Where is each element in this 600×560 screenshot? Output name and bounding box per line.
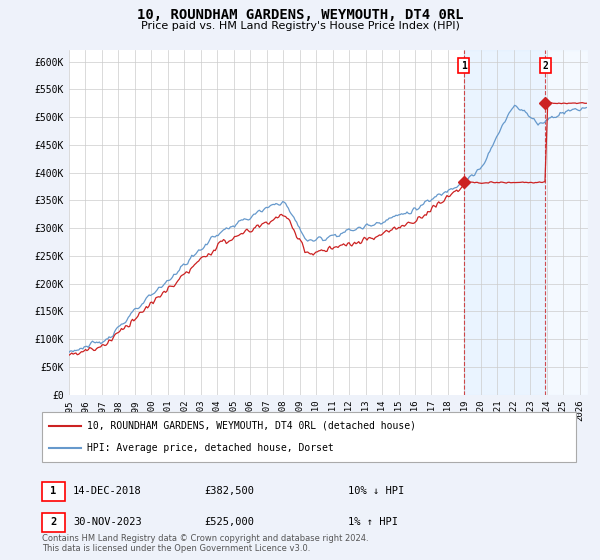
Text: 14-DEC-2018: 14-DEC-2018 [73, 486, 142, 496]
Text: HPI: Average price, detached house, Dorset: HPI: Average price, detached house, Dors… [87, 443, 334, 453]
Text: 10, ROUNDHAM GARDENS, WEYMOUTH, DT4 0RL (detached house): 10, ROUNDHAM GARDENS, WEYMOUTH, DT4 0RL … [87, 421, 416, 431]
Text: 2: 2 [50, 517, 56, 528]
Text: £382,500: £382,500 [204, 486, 254, 496]
Text: 2: 2 [542, 60, 548, 71]
Text: 30-NOV-2023: 30-NOV-2023 [73, 517, 142, 528]
Text: 1% ↑ HPI: 1% ↑ HPI [348, 517, 398, 528]
Text: Price paid vs. HM Land Registry's House Price Index (HPI): Price paid vs. HM Land Registry's House … [140, 21, 460, 31]
Text: 10% ↓ HPI: 10% ↓ HPI [348, 486, 404, 496]
Text: 1: 1 [50, 486, 56, 496]
Bar [545, 50, 588, 395]
Text: Contains HM Land Registry data © Crown copyright and database right 2024.
This d: Contains HM Land Registry data © Crown c… [42, 534, 368, 553]
Text: 10, ROUNDHAM GARDENS, WEYMOUTH, DT4 0RL: 10, ROUNDHAM GARDENS, WEYMOUTH, DT4 0RL [137, 8, 463, 22]
Text: 1: 1 [461, 60, 467, 71]
Bar [464, 50, 545, 395]
Text: £525,000: £525,000 [204, 517, 254, 528]
